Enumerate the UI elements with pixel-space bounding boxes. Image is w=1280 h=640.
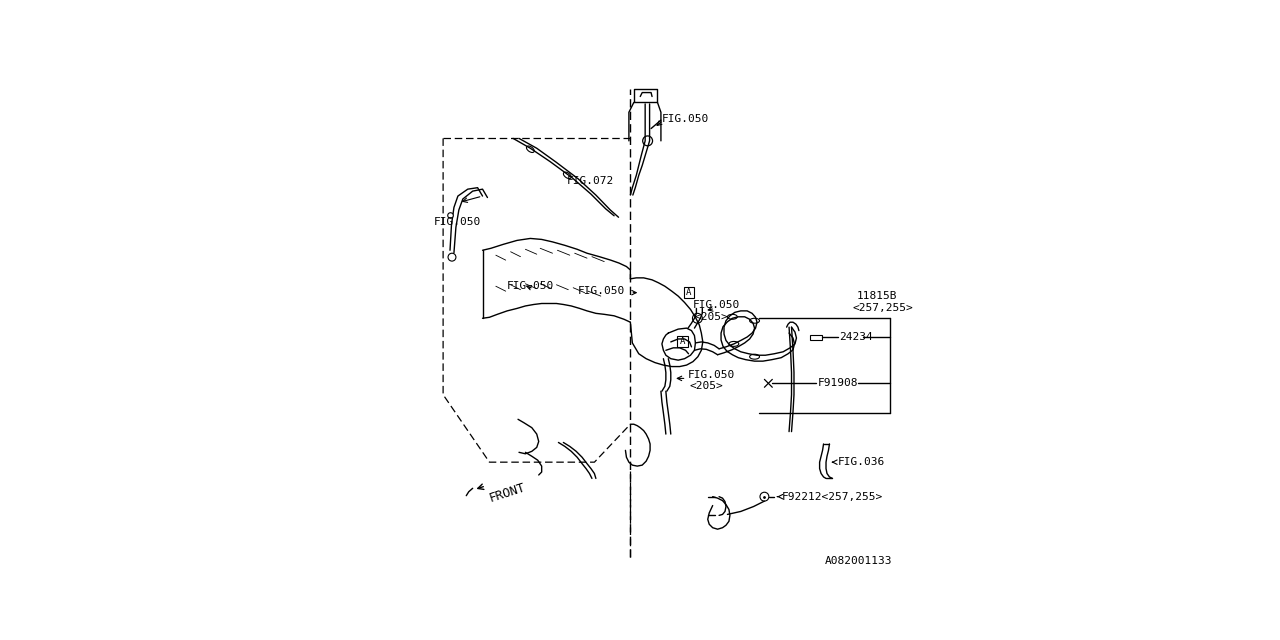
Text: F92212<257,255>: F92212<257,255> [782,492,883,502]
Text: FIG.050: FIG.050 [433,217,480,227]
Bar [684,287,695,298]
Bar [810,335,822,340]
Ellipse shape [728,341,739,346]
Text: <205>: <205> [690,381,723,391]
Text: A082001133: A082001133 [826,556,892,566]
Text: A: A [680,337,685,346]
Text: F91908: F91908 [818,378,858,388]
Ellipse shape [750,318,759,323]
Text: <257,255>: <257,255> [852,303,913,314]
Bar [677,336,687,347]
Text: FIG.050: FIG.050 [579,285,626,296]
Text: FIG.050: FIG.050 [689,370,735,380]
Ellipse shape [750,355,759,359]
Ellipse shape [526,146,534,152]
Text: FIG.050: FIG.050 [692,300,740,310]
Text: FIG.072: FIG.072 [566,176,613,186]
Text: FRONT: FRONT [488,481,527,505]
Text: FIG.050: FIG.050 [662,114,709,124]
Text: A: A [686,287,691,297]
Text: 11815B: 11815B [858,291,897,301]
Text: FIG.050: FIG.050 [507,281,554,291]
Text: FIG.036: FIG.036 [837,457,884,467]
Ellipse shape [563,172,571,179]
Text: 24234: 24234 [840,332,873,342]
Text: <205>: <205> [695,312,728,323]
Ellipse shape [727,314,737,319]
